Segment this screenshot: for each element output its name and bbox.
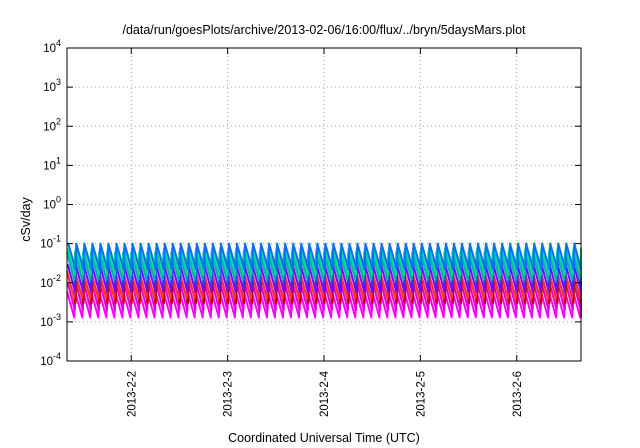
y-tick-label: 103 — [43, 77, 61, 94]
y-tick-label: 104 — [43, 38, 61, 55]
y-tick-label: 10-2 — [40, 273, 61, 290]
x-tick-label: 2013-2-4 — [319, 370, 331, 417]
y-tick-label: 10-3 — [40, 312, 61, 329]
y-tick-label: 102 — [43, 116, 61, 133]
y-tick-label: 10-1 — [40, 234, 61, 251]
y-tick-label: 100 — [43, 195, 61, 212]
x-axis: 2013-2-2 2013-2-3 2013-2-4 2013-2-5 2013-2-6 — [126, 48, 524, 417]
y-tick-label: 10-4 — [40, 351, 61, 368]
series-line — [67, 242, 582, 271]
chart-title: /data/run/goesPlots/archive/2013-02-06/1… — [122, 23, 526, 37]
y-tick-label: 101 — [43, 155, 61, 172]
x-axis-label: Coordinated Universal Time (UTC) — [228, 431, 420, 445]
series-group — [66, 242, 582, 319]
x-tick-label: 2013-2-3 — [223, 371, 235, 417]
x-tick-label: 2013-2-5 — [415, 371, 427, 417]
x-tick-label: 2013-2-2 — [126, 371, 138, 417]
y-axis-label: cSv/day — [19, 197, 33, 242]
x-tick-label: 2013-2-6 — [512, 371, 524, 417]
